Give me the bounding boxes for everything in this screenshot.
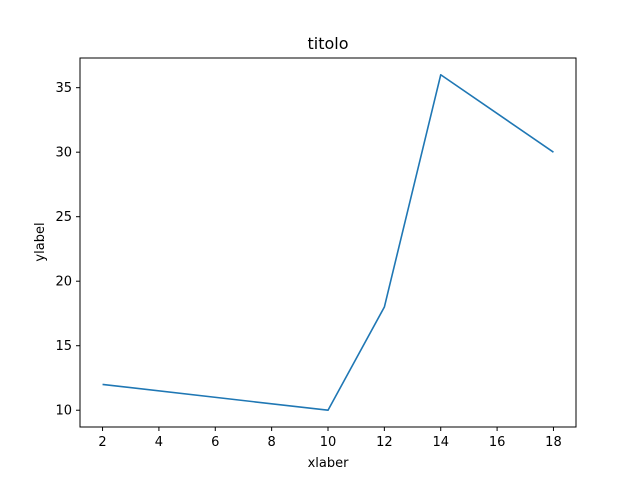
plot-frame [79,57,577,428]
y-tick-label: 30 [55,146,72,161]
series-layer [102,73,554,412]
x-tick-label: 10 [320,435,337,450]
x-tick-label: 18 [545,435,562,450]
x-tick-label: 8 [267,435,275,450]
x-tick-label: 4 [155,435,163,450]
y-tick-label: 10 [55,404,72,419]
x-tick-label: 6 [211,435,219,450]
x-tick-label: 2 [98,435,106,450]
y-axis-ticks: 10 15 20 25 30 35 [55,81,80,419]
y-tick-label: 15 [55,339,72,354]
x-axis-label: xlaber [308,456,350,471]
series-line [102,73,554,412]
x-axis-ticks: 2 4 6 8 10 12 14 16 18 [98,427,562,450]
x-tick-label: 12 [376,435,393,450]
plot-area [80,58,576,427]
y-tick-label: 35 [55,81,72,96]
x-tick-label: 16 [489,435,506,450]
y-tick-label: 20 [55,275,72,290]
y-tick-label: 25 [55,210,72,225]
chart-title: titolo [307,34,348,53]
x-tick-label: 14 [432,435,449,450]
y-axis-label: ylabel [33,222,48,261]
